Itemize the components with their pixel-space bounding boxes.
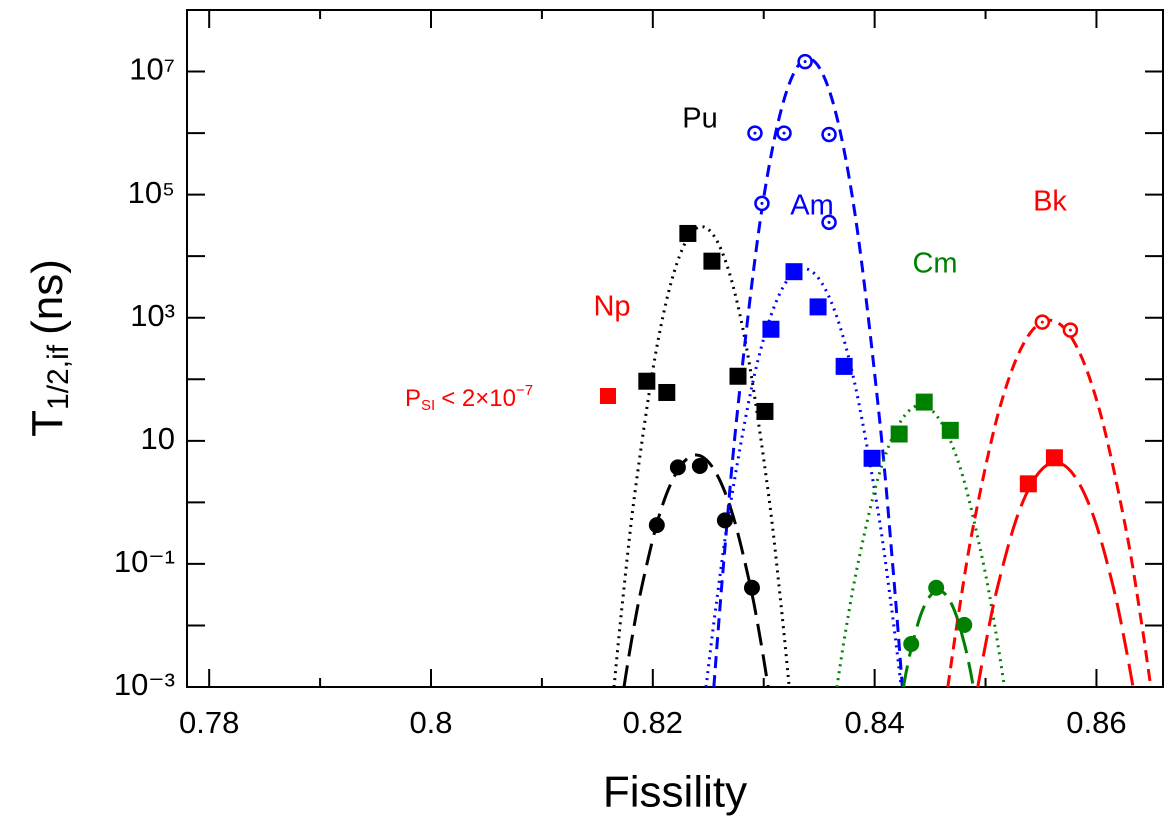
- open-circle-dot: [803, 60, 807, 64]
- square-marker: [1045, 449, 1063, 467]
- points: [638, 53, 1079, 652]
- square-marker: [890, 425, 908, 443]
- fit-curve: [946, 318, 1153, 687]
- fit-curve: [612, 225, 791, 687]
- square-marker: [863, 449, 881, 467]
- x-axis-label: Fissility: [603, 768, 747, 817]
- square-marker: [703, 252, 721, 270]
- element-label: Am: [790, 190, 834, 222]
- element-label: Np: [593, 291, 630, 323]
- circle-marker: [743, 579, 760, 596]
- square-marker: [679, 224, 697, 242]
- open-circle-dot: [827, 220, 831, 224]
- square-marker: [941, 421, 959, 439]
- y-tick-label: 10³: [130, 298, 175, 333]
- open-circle-dot: [782, 131, 786, 135]
- limit-note-part: P: [405, 385, 421, 412]
- x-tick-label: 0.82: [623, 705, 683, 740]
- y-tick-label: 10: [141, 421, 175, 456]
- curves: [612, 57, 1153, 687]
- element-label: Cm: [912, 248, 957, 280]
- fit-curve: [835, 403, 1006, 687]
- fit-curve: [712, 57, 904, 687]
- circle-marker: [669, 459, 686, 476]
- y-label-unit: (ns): [23, 259, 72, 335]
- square-marker: [785, 263, 803, 281]
- open-circle-dot: [1040, 320, 1044, 324]
- limit-note-part: < 2×10: [441, 385, 516, 412]
- x-tick-label: 0.78: [179, 705, 239, 740]
- limit-note: PSI < 2×10−7: [405, 382, 533, 414]
- x-tick-label: 0.86: [1066, 705, 1126, 740]
- open-circle-dot: [760, 201, 764, 205]
- element-label: Pu: [682, 103, 717, 135]
- circle-marker: [956, 616, 973, 633]
- x-tick-label: 0.84: [844, 705, 904, 740]
- fit-curve: [622, 453, 770, 687]
- y-tick-label: 10⁵: [128, 175, 175, 210]
- fit-curve: [976, 460, 1135, 687]
- plot-frame: [186, 9, 1164, 688]
- y-label-sub: 1/2,if: [42, 344, 75, 410]
- square-marker: [756, 402, 774, 420]
- x-tick-label: 0.8: [409, 705, 452, 740]
- y-tick-label: 10⁷: [129, 52, 175, 87]
- y-tick-label: 10⁻¹: [114, 544, 175, 579]
- square-marker: [915, 393, 933, 411]
- open-circle-dot: [753, 131, 757, 135]
- circle-marker: [903, 635, 920, 652]
- limit-note-part: −7: [516, 382, 533, 399]
- circle-marker: [928, 579, 945, 596]
- square-marker: [658, 383, 676, 401]
- square-marker: [762, 320, 780, 338]
- y-axis-label: T1/2,if (ns): [23, 259, 75, 437]
- square-marker: [809, 298, 827, 316]
- limit-note-part: SI: [421, 397, 435, 414]
- circle-marker: [648, 517, 665, 534]
- square-marker: [638, 372, 656, 390]
- circle-marker: [691, 457, 708, 474]
- open-circle-dot: [1068, 328, 1072, 332]
- open-circle-dot: [827, 132, 831, 136]
- square-marker: [835, 357, 853, 375]
- fit-curve: [704, 266, 903, 687]
- y-label-main: T: [23, 410, 72, 437]
- square-marker: [729, 367, 747, 385]
- y-tick-label: 10⁻³: [114, 667, 175, 702]
- element-label: Bk: [1033, 186, 1067, 218]
- limit-note-marker: [600, 388, 616, 404]
- circle-marker: [716, 512, 733, 529]
- square-marker: [1019, 475, 1037, 493]
